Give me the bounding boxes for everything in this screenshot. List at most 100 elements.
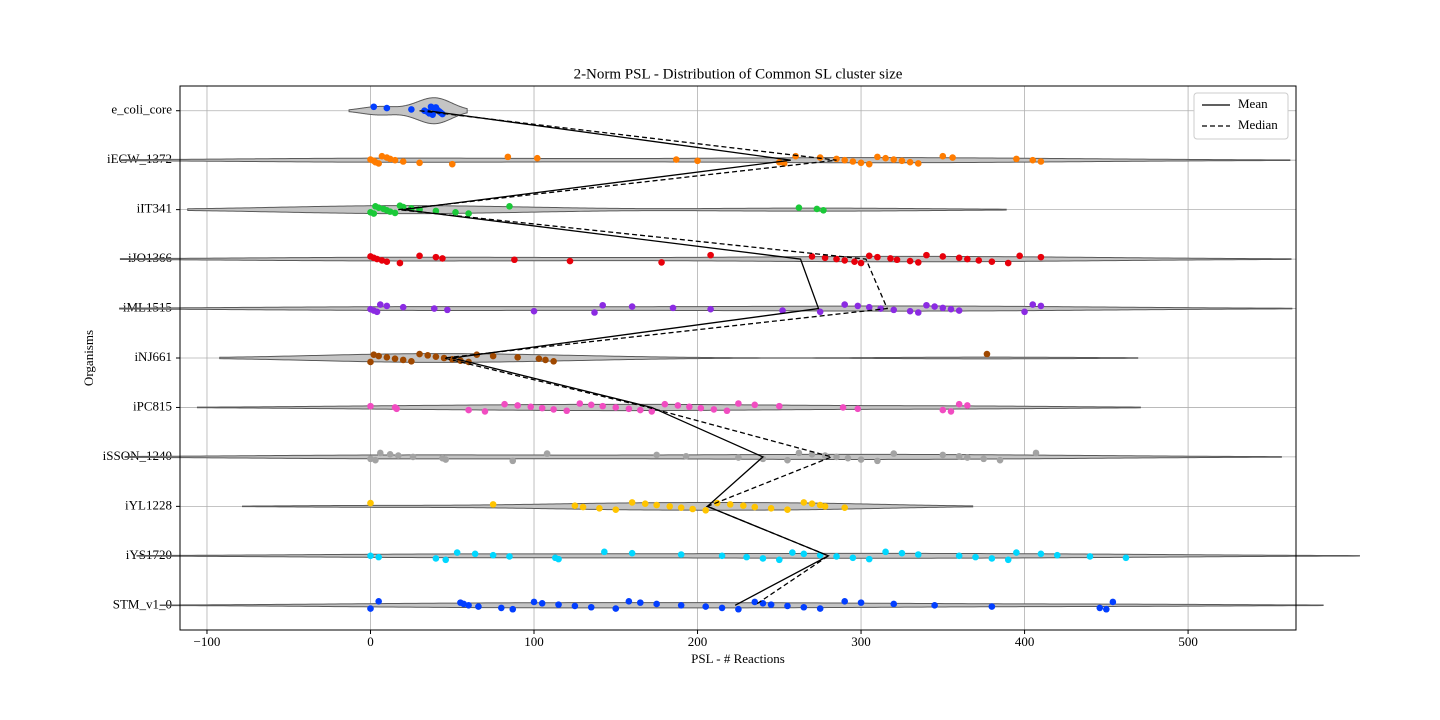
point — [533, 154, 541, 162]
point — [1096, 604, 1104, 612]
point — [383, 258, 391, 266]
point — [409, 453, 417, 461]
point — [677, 601, 685, 609]
point — [432, 555, 440, 562]
point — [377, 449, 384, 457]
point — [882, 548, 889, 556]
violin — [242, 502, 974, 511]
point — [677, 551, 685, 558]
point — [857, 456, 865, 463]
point — [931, 303, 938, 310]
x-tick-label: 300 — [851, 634, 871, 649]
legend-label: Median — [1238, 117, 1278, 132]
point — [538, 599, 546, 607]
point — [841, 504, 848, 511]
point — [571, 502, 579, 510]
point — [596, 505, 603, 512]
point — [1122, 554, 1130, 562]
point — [767, 601, 775, 608]
point — [874, 457, 881, 465]
point — [784, 506, 791, 513]
point — [816, 154, 824, 161]
point — [833, 155, 840, 163]
point — [399, 303, 407, 311]
point — [399, 356, 407, 364]
point — [854, 405, 862, 413]
point — [980, 455, 987, 463]
point — [851, 258, 858, 266]
point — [988, 603, 996, 610]
point — [599, 402, 606, 410]
point — [849, 554, 857, 562]
point — [367, 358, 374, 366]
point — [383, 302, 391, 310]
point — [821, 503, 829, 510]
point — [506, 553, 513, 560]
point — [702, 603, 710, 610]
point — [669, 304, 677, 312]
point — [672, 156, 680, 163]
point — [854, 302, 862, 310]
x-tick-label: 500 — [1178, 634, 1198, 649]
point — [795, 449, 803, 457]
point — [416, 159, 423, 167]
point — [542, 356, 549, 364]
point — [1037, 158, 1045, 165]
point — [648, 408, 656, 415]
point — [391, 355, 399, 362]
point — [874, 253, 881, 261]
point — [939, 451, 947, 459]
point — [579, 503, 587, 511]
point — [931, 601, 938, 609]
point — [800, 603, 808, 611]
point — [442, 556, 450, 564]
point — [386, 450, 394, 458]
point — [408, 357, 415, 365]
point — [367, 402, 374, 410]
y-tick-label: iNJ661 — [134, 349, 172, 364]
point — [808, 500, 816, 508]
point — [394, 452, 402, 459]
y-axis-label: Organisms — [81, 330, 96, 386]
point — [370, 103, 378, 111]
point — [373, 308, 381, 316]
point — [893, 256, 901, 264]
point — [841, 598, 848, 605]
point — [658, 259, 665, 266]
point — [955, 254, 963, 262]
point — [1004, 556, 1012, 564]
point — [1021, 308, 1028, 316]
point — [432, 207, 440, 215]
point — [666, 503, 674, 510]
point — [789, 549, 796, 556]
point — [453, 549, 461, 556]
point — [759, 455, 767, 463]
point — [784, 602, 791, 610]
point — [841, 301, 848, 308]
point — [489, 501, 497, 508]
point — [707, 305, 714, 313]
point — [865, 160, 873, 168]
point — [636, 599, 644, 606]
point — [702, 507, 710, 514]
point — [844, 454, 852, 462]
point — [964, 402, 971, 409]
point — [653, 501, 660, 509]
point — [509, 457, 517, 465]
point — [1053, 551, 1061, 559]
point — [849, 158, 857, 165]
point — [555, 555, 562, 563]
point — [841, 257, 848, 264]
point — [1029, 156, 1037, 164]
point — [677, 504, 685, 511]
point — [471, 550, 479, 558]
point — [563, 407, 571, 415]
point — [375, 160, 382, 167]
point — [439, 255, 446, 262]
point — [898, 549, 906, 557]
point — [887, 255, 894, 262]
point — [865, 252, 873, 260]
point — [898, 157, 906, 165]
point — [779, 307, 786, 314]
point — [432, 253, 440, 261]
